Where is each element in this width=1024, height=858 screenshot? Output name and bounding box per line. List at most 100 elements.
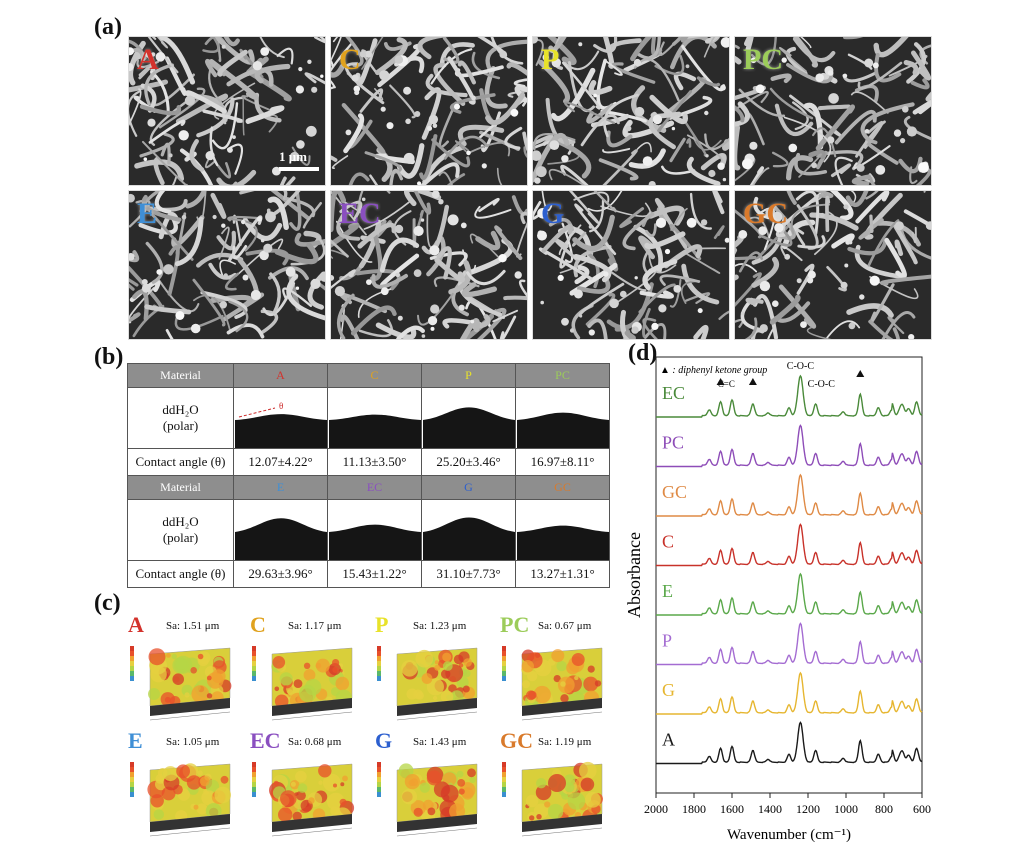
series-label: EC — [662, 383, 685, 403]
roughness-label: EC — [250, 728, 281, 753]
droplet-image — [233, 499, 328, 561]
roughness-sa-value: Sa: 1.19 μm — [538, 736, 592, 748]
droplet-silhouette: θ — [234, 388, 327, 448]
roughness-3d-map — [130, 762, 231, 837]
roughness-3d-map — [130, 646, 232, 721]
series-label: C — [662, 532, 674, 552]
spectrum-line — [656, 622, 923, 666]
sem-label: G — [541, 197, 565, 230]
sem-image-p: P — [532, 36, 730, 186]
roughness-label: C — [250, 612, 266, 637]
ftir-spectra-chart: 2000 1800 1600 1400 1200 1000 800 600 Wavenumber… — [620, 345, 940, 845]
droplet-image — [515, 499, 610, 561]
roughness-sa-value: Sa: 1.51 μm — [166, 620, 220, 632]
roughness-3d-map — [252, 762, 355, 837]
diphenyl-ketone-marker — [748, 378, 757, 385]
x-tick-label: 1200 — [796, 802, 820, 816]
sem-texture — [735, 191, 931, 339]
roughness-label: A — [128, 612, 144, 637]
series-label: GC — [662, 482, 687, 502]
sem-texture — [533, 37, 729, 185]
theta-marker: θ — [279, 401, 283, 411]
material-name: E — [233, 475, 328, 500]
scale-bar: 1 μm — [279, 149, 319, 171]
series-label: E — [662, 581, 673, 601]
roughness-sa-value: Sa: 1.23 μm — [413, 620, 467, 632]
x-tick-label: 1600 — [720, 802, 744, 816]
material-name: PC — [515, 363, 610, 388]
sem-image-c: C — [330, 36, 528, 186]
roughness-label: G — [375, 728, 393, 753]
spectrum-line — [656, 523, 923, 567]
spectrum-line — [656, 671, 923, 715]
sem-label: C — [339, 43, 361, 76]
theta-line — [238, 407, 275, 418]
panel-label-b: (b) — [94, 344, 124, 370]
contact-angle-label: Contact angle (θ) — [127, 560, 234, 588]
series-label: G — [662, 680, 675, 700]
x-tick-label: 800 — [875, 802, 893, 816]
x-tick-label: 600 — [913, 802, 931, 816]
sem-image-a: A 1 μm — [128, 36, 326, 186]
annotation-coc2: C-O-C — [808, 379, 836, 390]
contact-angle-value: 11.13±3.50° — [327, 448, 422, 476]
material-name: G — [421, 475, 516, 500]
material-header: Material — [127, 475, 234, 500]
contact-angle-table: Material A C P PC ddH₂O (polar) θ Contact… — [127, 363, 610, 588]
droplet-image — [421, 387, 516, 449]
roughness-sa-value: Sa: 1.43 μm — [413, 736, 467, 748]
roughness-sa-value: Sa: 1.05 μm — [166, 736, 220, 748]
annotation-cc: C=C — [718, 379, 735, 389]
scale-bar-label: 1 μm — [279, 149, 307, 164]
sem-image-g: G — [532, 190, 730, 340]
liquid-cell: ddH₂O (polar) — [127, 387, 234, 449]
droplet-silhouette — [328, 388, 421, 448]
material-header: Material — [127, 363, 234, 388]
material-name: GC — [515, 475, 610, 500]
roughness-3d-map — [252, 646, 353, 721]
material-name: P — [421, 363, 516, 388]
sem-label: PC — [743, 43, 783, 76]
x-axis-label: Wavenumber (cm⁻¹) — [727, 827, 851, 843]
contact-angle-value: 13.27±1.31° — [515, 560, 610, 588]
roughness-3d-map — [502, 646, 603, 721]
spectrum-line — [656, 473, 923, 517]
sem-texture — [129, 191, 325, 339]
droplet-image — [327, 499, 422, 561]
contact-angle-label: Contact angle (θ) — [127, 448, 234, 476]
sem-label: EC — [339, 197, 381, 230]
liquid-cell: ddH₂O (polar) — [127, 499, 234, 561]
sem-label: E — [137, 197, 158, 230]
droplet-silhouette — [516, 388, 609, 448]
legend-note: ▲ : diphenyl ketone group — [660, 365, 767, 376]
contact-angle-value: 12.07±4.22° — [233, 448, 328, 476]
roughness-sa-value: Sa: 0.67 μm — [538, 620, 592, 632]
panel-label-a: (a) — [94, 14, 122, 40]
roughness-label: E — [128, 728, 143, 753]
sem-label: P — [541, 43, 560, 76]
sem-texture — [735, 37, 931, 185]
series-label: PC — [662, 433, 684, 453]
roughness-sa-value: Sa: 0.68 μm — [288, 736, 342, 748]
droplet-silhouette — [328, 500, 421, 560]
y-axis-label: Absorbance — [624, 532, 644, 618]
panel-label-d: (d) — [628, 340, 658, 366]
diphenyl-ketone-marker — [856, 370, 865, 377]
sem-texture — [533, 191, 729, 339]
scale-bar-line — [279, 167, 319, 171]
droplet-silhouette — [422, 500, 515, 560]
material-name: A — [233, 363, 328, 388]
sem-texture — [129, 37, 325, 185]
droplet-image: θ — [233, 387, 328, 449]
panel-label-c: (c) — [94, 590, 121, 616]
annotation-coc: C-O-C — [787, 361, 815, 372]
spectrum-line — [656, 721, 923, 765]
droplet-silhouette — [516, 500, 609, 560]
x-tick-label: 1400 — [758, 802, 782, 816]
x-tick-label: 2000 — [644, 802, 668, 816]
roughness-label: P — [375, 612, 389, 637]
droplet-image — [515, 387, 610, 449]
sem-label: A — [137, 43, 159, 76]
sem-image-gc: GC — [734, 190, 932, 340]
diphenyl-ketone-marker — [716, 378, 725, 385]
